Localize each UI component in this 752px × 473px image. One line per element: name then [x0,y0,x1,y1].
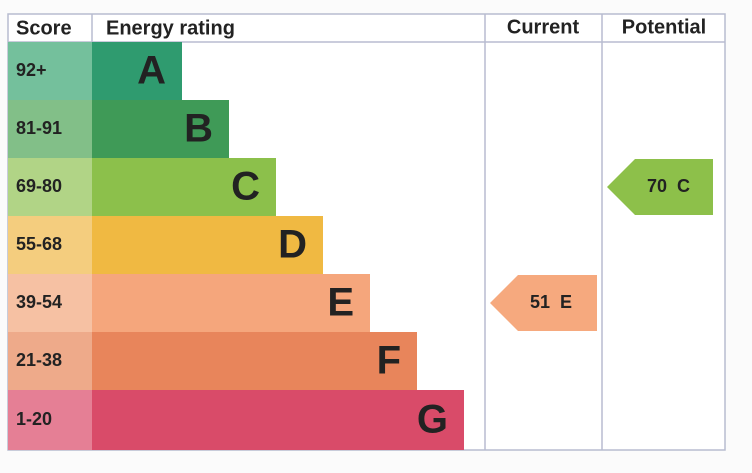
score-label: 55-68 [16,234,62,254]
rating-bar [92,158,276,216]
score-cell [8,390,92,450]
score-label: 92+ [16,60,47,80]
score-label: 39-54 [16,292,62,312]
score-label: 21-38 [16,350,62,370]
score-cell [8,42,92,100]
rating-letter: D [278,223,307,267]
current-letter: E [560,292,572,312]
rating-letter: C [231,165,260,209]
score-cell [8,158,92,216]
score-label: 81-91 [16,118,62,138]
rating-letter: E [327,281,354,325]
score-cell [8,332,92,390]
rating-bar [92,390,464,450]
header-rating: Energy rating [106,17,235,39]
rating-bar [92,42,182,100]
header-potential: Potential [622,16,706,38]
rating-letter: F [377,339,401,383]
score-label: 1-20 [16,409,52,429]
rating-letter: B [184,107,213,151]
rating-bar [92,274,370,332]
rating-bar [92,100,229,158]
score-cell [8,274,92,332]
current-arrow [490,275,597,331]
potential-arrow [607,159,713,215]
rating-bar [92,216,323,274]
potential-letter: C [677,176,690,196]
header-current: Current [507,16,580,38]
rating-letter: G [417,398,448,442]
header-score: Score [16,17,72,39]
current-value: 51 [530,292,550,312]
score-cell [8,216,92,274]
score-cell [8,100,92,158]
rating-bar [92,332,417,390]
rating-letter: A [137,49,166,93]
score-label: 69-80 [16,176,62,196]
potential-value: 70 [647,176,667,196]
